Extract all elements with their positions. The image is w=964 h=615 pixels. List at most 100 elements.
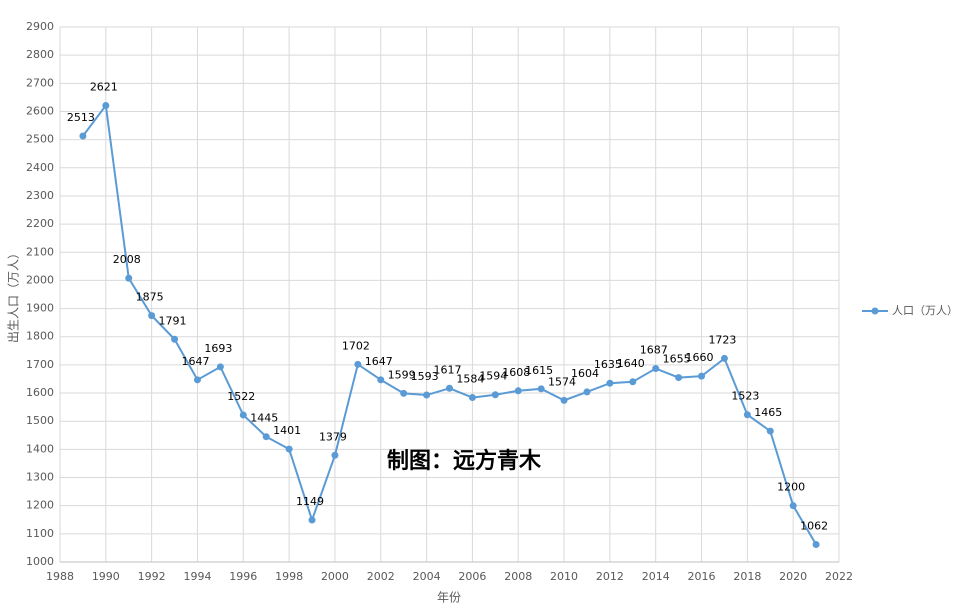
data-label: 1149 (296, 495, 324, 508)
y-tick-label: 2300 (26, 189, 54, 202)
data-point (698, 372, 706, 380)
data-point (514, 387, 522, 395)
data-label: 2513 (67, 111, 95, 124)
data-label: 1647 (181, 355, 209, 368)
y-tick-label: 2000 (26, 273, 54, 286)
y-tick-label: 1800 (26, 330, 54, 343)
data-label: 1523 (731, 390, 759, 403)
x-tick-label: 1994 (183, 570, 211, 583)
y-tick-label: 1300 (26, 471, 54, 484)
data-label: 1640 (617, 357, 645, 370)
y-tick-label: 2700 (26, 76, 54, 89)
x-tick-label: 2020 (779, 570, 807, 583)
data-label: 1647 (365, 355, 393, 368)
data-point (606, 379, 614, 387)
data-label: 1617 (434, 363, 462, 376)
x-tick-label: 2008 (504, 570, 532, 583)
y-tick-label: 1700 (26, 358, 54, 371)
data-label: 1608 (502, 366, 530, 379)
data-label: 1200 (777, 481, 805, 494)
y-tick-label: 1100 (26, 527, 54, 540)
y-axis-label: 出生人口（万人） (7, 247, 21, 343)
x-tick-label: 2000 (321, 570, 349, 583)
y-tick-label: 2100 (26, 245, 54, 258)
data-point (308, 516, 316, 524)
data-point (537, 385, 545, 393)
data-point (171, 335, 179, 343)
data-point (560, 396, 568, 404)
annotation: 制图：远方青木 (387, 448, 542, 474)
data-point (79, 132, 87, 140)
data-label: 2621 (90, 81, 118, 94)
x-tick-label: 2004 (413, 570, 441, 583)
data-label: 1687 (640, 344, 668, 357)
data-point (766, 427, 774, 435)
data-point (331, 451, 339, 459)
data-label: 1574 (548, 375, 576, 388)
data-point (743, 411, 751, 419)
data-label: 1635 (594, 358, 622, 371)
data-point (377, 376, 385, 384)
x-tick-label: 2010 (550, 570, 578, 583)
x-tick-label: 2006 (458, 570, 486, 583)
data-label: 1723 (708, 333, 736, 346)
data-point (193, 376, 201, 384)
data-point (468, 394, 476, 402)
data-label: 1594 (479, 370, 507, 383)
x-tick-label: 1996 (229, 570, 257, 583)
data-label: 1693 (204, 342, 232, 355)
data-point (812, 541, 820, 549)
data-label: 1593 (411, 370, 439, 383)
data-label: 1465 (754, 406, 782, 419)
data-point (125, 274, 133, 282)
y-tick-label: 1400 (26, 442, 54, 455)
data-point (491, 391, 499, 399)
data-label: 1401 (273, 424, 301, 437)
data-point (423, 391, 431, 399)
legend-marker (871, 307, 879, 315)
data-label: 1875 (136, 291, 164, 304)
x-tick-label: 2012 (596, 570, 624, 583)
data-label: 1615 (525, 364, 553, 377)
y-tick-label: 2600 (26, 104, 54, 117)
y-tick-label: 1600 (26, 386, 54, 399)
data-point (400, 389, 408, 397)
x-tick-label: 2018 (733, 570, 761, 583)
data-point (102, 102, 110, 110)
data-label: 1791 (159, 314, 187, 327)
data-point (789, 502, 797, 510)
data-point (262, 433, 270, 441)
data-label: 1599 (388, 368, 416, 381)
data-label: 1522 (227, 390, 255, 403)
y-tick-label: 2500 (26, 133, 54, 146)
data-label: 1655 (663, 353, 691, 366)
y-tick-label: 2900 (26, 20, 54, 33)
y-tick-label: 1500 (26, 414, 54, 427)
data-point (720, 354, 728, 362)
x-tick-label: 1998 (275, 570, 303, 583)
data-label: 1660 (686, 351, 714, 364)
y-tick-label: 1200 (26, 499, 54, 512)
x-tick-label: 2022 (825, 570, 853, 583)
data-point (239, 411, 247, 419)
legend-label: 人口（万人） (892, 304, 958, 317)
x-tick-label: 1990 (92, 570, 120, 583)
data-point (354, 360, 362, 368)
data-label: 2008 (113, 253, 141, 266)
data-label: 1379 (319, 430, 347, 443)
x-tick-label: 1988 (46, 570, 74, 583)
x-tick-label: 2016 (688, 570, 716, 583)
data-point (583, 388, 591, 396)
data-label: 1604 (571, 367, 599, 380)
data-point (652, 365, 660, 373)
data-label: 1702 (342, 339, 370, 352)
x-tick-label: 2014 (642, 570, 670, 583)
y-tick-label: 1900 (26, 302, 54, 315)
y-tick-label: 2400 (26, 161, 54, 174)
x-tick-label: 1992 (138, 570, 166, 583)
y-tick-label: 1000 (26, 555, 54, 568)
x-axis-label: 年份 (437, 591, 461, 605)
data-point (629, 378, 637, 386)
